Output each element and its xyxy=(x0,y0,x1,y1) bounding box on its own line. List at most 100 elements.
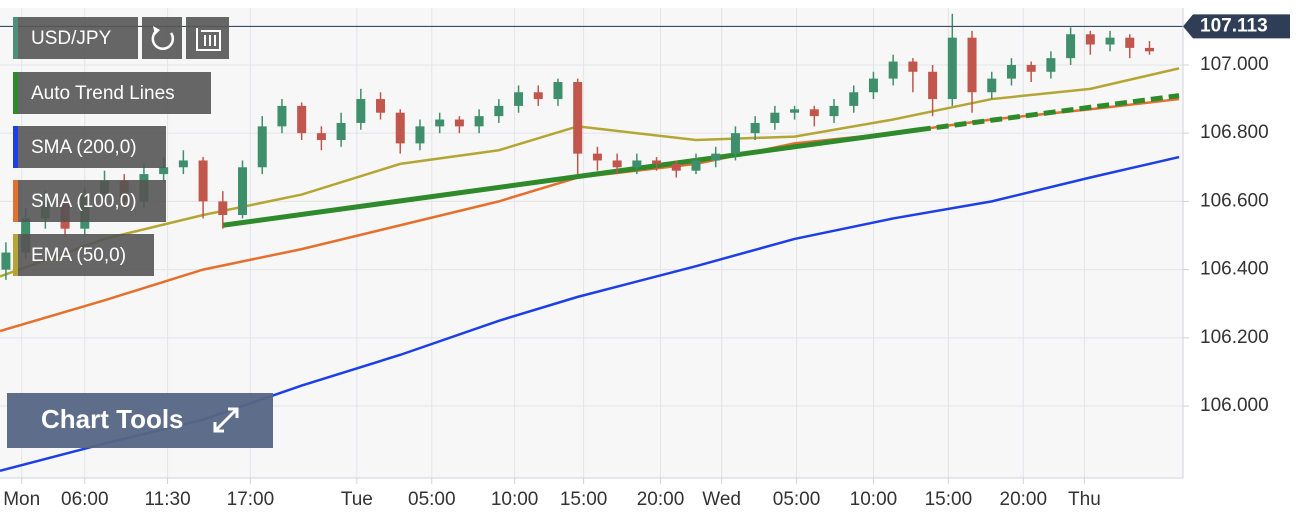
candle-body xyxy=(1,252,11,270)
candle-body xyxy=(987,78,997,93)
candle-body xyxy=(514,92,524,106)
x-tick-label: 06:00 xyxy=(61,489,109,510)
candle-body xyxy=(868,78,878,93)
legend-swatch xyxy=(13,72,18,114)
candle-body xyxy=(849,92,859,106)
y-tick-label: 107.000 xyxy=(1200,54,1269,75)
x-tick-label: 05:00 xyxy=(773,489,821,510)
legend: USD/JPY Auto Trend Lines SMA (200,0) SMA (… xyxy=(13,17,229,276)
candle-body xyxy=(711,153,721,161)
candle-body xyxy=(928,71,938,100)
x-tick-label: Wed xyxy=(702,489,741,510)
candle-body xyxy=(967,37,977,93)
candle-body xyxy=(770,112,780,123)
candle-body xyxy=(730,133,740,154)
y-tick-label: 106.600 xyxy=(1200,190,1269,211)
candle-body xyxy=(1085,34,1095,45)
candle-body xyxy=(691,160,701,171)
chart-tools-button[interactable]: Chart Tools xyxy=(7,393,273,448)
legend-label: Auto Trend Lines xyxy=(31,83,175,104)
legend-label: SMA (100,0) xyxy=(31,191,137,212)
x-tick-label: 10:00 xyxy=(850,489,898,510)
candle-body xyxy=(297,105,307,134)
x-tick-label: 20:00 xyxy=(637,489,685,510)
calendar-button[interactable] xyxy=(186,17,229,59)
legend-swatch xyxy=(13,180,18,222)
x-tick-label: 15:00 xyxy=(925,489,973,510)
legend-box xyxy=(13,126,166,168)
x-tick-label: 05:00 xyxy=(408,489,456,510)
legend-label: SMA (200,0) xyxy=(31,137,137,158)
candle-body xyxy=(474,116,484,127)
x-tick-label: Thu xyxy=(1068,489,1101,510)
y-tick-label: 106.400 xyxy=(1200,259,1269,280)
x-tick-label: 10:00 xyxy=(491,489,539,510)
symbol-label: USD/JPY xyxy=(31,28,112,49)
candle-body xyxy=(1046,58,1056,72)
candle-body xyxy=(908,61,918,72)
candle-body xyxy=(356,99,366,123)
x-tick-label: 15:00 xyxy=(560,489,608,510)
legend-box xyxy=(13,234,154,276)
candle-body xyxy=(238,167,248,216)
candle-body xyxy=(632,160,642,168)
candle-body xyxy=(159,167,169,175)
candle-body xyxy=(376,99,386,113)
x-tick-label: Mon xyxy=(3,489,40,510)
legend-label: EMA (50,0) xyxy=(31,245,126,266)
candle-body xyxy=(257,126,267,168)
candle-body xyxy=(316,133,326,140)
candle-body xyxy=(1066,34,1076,59)
symbol-stripe xyxy=(13,17,18,59)
x-tick-label: 11:30 xyxy=(145,489,191,510)
candle-body xyxy=(573,82,583,154)
calendar-icon[interactable] xyxy=(196,28,221,51)
candle-body xyxy=(494,105,504,117)
candle-body xyxy=(809,109,819,117)
legend-box xyxy=(13,180,166,222)
y-tick-label: 106.000 xyxy=(1200,395,1269,416)
candle-body xyxy=(198,160,208,202)
candle-body xyxy=(1006,64,1016,79)
legend-swatch xyxy=(13,234,18,276)
candle-body xyxy=(218,201,228,216)
chart-tools-label[interactable]: Chart Tools xyxy=(41,404,184,434)
candle-body xyxy=(888,61,898,79)
legend-swatch xyxy=(13,126,18,168)
calendar-box[interactable] xyxy=(186,17,229,59)
candle-body xyxy=(435,119,445,127)
expand-icon[interactable] xyxy=(213,407,239,433)
legend-box xyxy=(13,72,211,114)
chart-tools-box[interactable] xyxy=(7,393,273,448)
refresh-arrow[interactable] xyxy=(153,26,160,35)
last-price-label: 107.113 xyxy=(1200,15,1268,36)
y-tick-label: 106.200 xyxy=(1200,327,1269,348)
candle-body xyxy=(750,122,760,134)
candle-body xyxy=(395,112,405,144)
x-tick-label: 20:00 xyxy=(1000,489,1048,510)
candle-body xyxy=(178,160,188,168)
candle-body xyxy=(829,105,839,117)
candle-body xyxy=(454,119,464,127)
candle-body xyxy=(1144,47,1154,52)
trend-line-segment xyxy=(918,93,1180,133)
last-price-tag xyxy=(1183,14,1290,39)
x-tick-label: Tue xyxy=(341,489,373,510)
candle-body xyxy=(592,153,602,161)
x-tick-label: 17:00 xyxy=(227,489,275,510)
refresh-box[interactable] xyxy=(142,17,182,59)
refresh-icon[interactable] xyxy=(151,28,175,50)
candle-body xyxy=(947,37,957,100)
candle-body xyxy=(553,82,563,100)
candle-body xyxy=(415,126,425,144)
candle-body xyxy=(1125,37,1135,48)
refresh-button[interactable] xyxy=(142,17,182,59)
trend-line-segment xyxy=(222,127,920,228)
candle-body xyxy=(336,122,346,140)
candle-body xyxy=(671,163,681,171)
candle-body xyxy=(1105,37,1115,45)
candle-body xyxy=(652,160,662,164)
candle-body xyxy=(277,105,287,127)
candle-body xyxy=(790,109,800,113)
